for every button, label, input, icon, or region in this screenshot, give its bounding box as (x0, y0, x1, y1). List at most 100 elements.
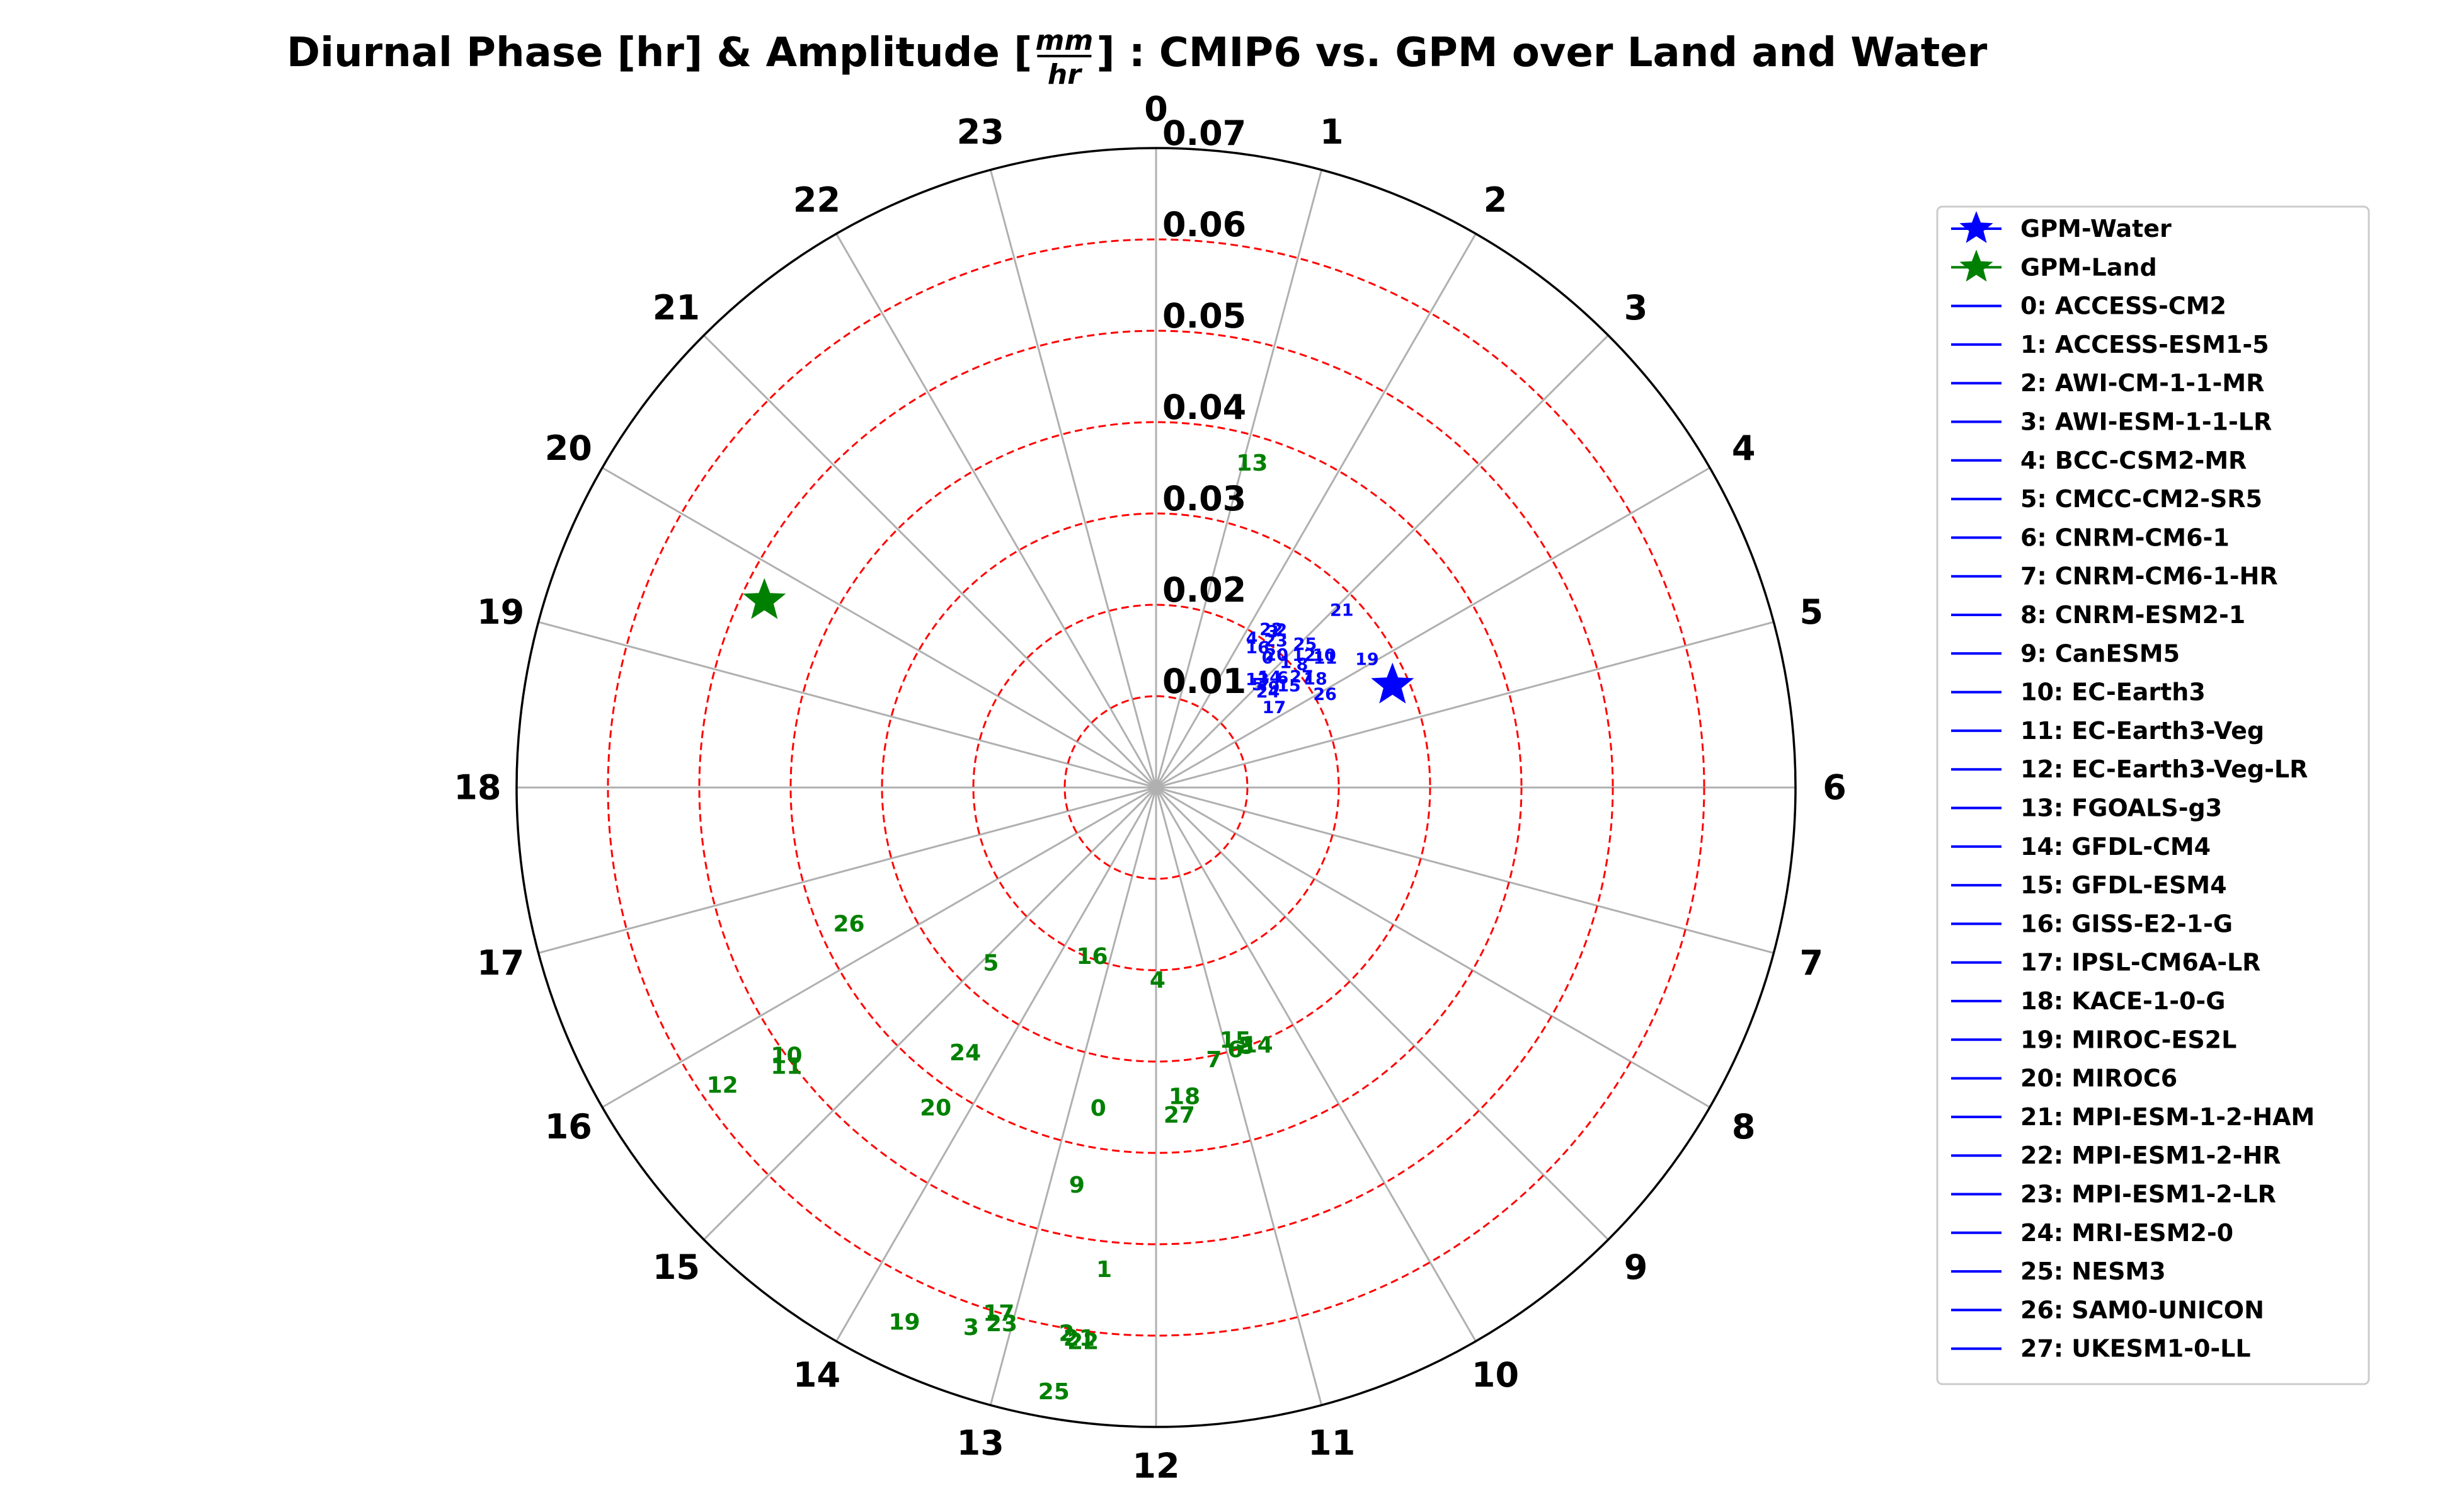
legend-entry-label: 23: MPI-ESM1-2-LR (2020, 1181, 2276, 1208)
theta-gridline (1155, 787, 1477, 1342)
data-point-label: 11 (770, 1053, 802, 1079)
data-point-label: 7 (1206, 1047, 1222, 1073)
data-point-label: 22 (1067, 1329, 1099, 1354)
theta-tick-label: 12 (1132, 1446, 1179, 1486)
data-point-label: 21 (1330, 600, 1354, 620)
data-point-label: 10 (1312, 646, 1336, 665)
data-point-label: 26 (833, 912, 864, 937)
data-point-label: 9 (1069, 1172, 1085, 1198)
legend-entry-label: 0: ACCESS-CM2 (2020, 292, 2226, 320)
data-point-label: 25 (1038, 1379, 1070, 1405)
theta-tick-label: 9 (1624, 1247, 1648, 1287)
radial-tick-label: 0.01 (1162, 662, 1246, 701)
radial-gridline (698, 329, 1614, 1246)
theta-gridline (1155, 467, 1710, 789)
legend-entry-label: 4: BCC-CSM2-MR (2020, 447, 2247, 474)
theta-gridline (1155, 786, 1710, 1108)
legend-entry-label: GPM-Land (2020, 253, 2157, 281)
data-point-label: 12 (707, 1073, 738, 1099)
theta-tick-label: 3 (1624, 288, 1648, 328)
theta-tick-label: 21 (653, 288, 700, 328)
legend-entry-label: 10: EC-Earth3 (2020, 679, 2206, 706)
legend-entry-label: 27: UKESM1-0-LL (2020, 1335, 2251, 1363)
legend-entry-label: 16: GISS-E2-1-G (2020, 910, 2233, 937)
data-point-label: 16 (1246, 638, 1269, 658)
legend-entry-label: 26: SAM0-UNICON (2020, 1296, 2264, 1324)
theta-gridline (1155, 621, 1774, 789)
data-point-label: 8 (1297, 655, 1309, 675)
theta-tick-label: 18 (454, 768, 501, 808)
theta-tick-label: 8 (1732, 1107, 1756, 1147)
legend-entry-label: 12: EC-Earth3-Veg-LR (2020, 755, 2308, 783)
radial-tick-label: 0.02 (1162, 570, 1246, 610)
theta-gridline (1155, 335, 1609, 789)
chart-legend: GPM-Water GPM-Land 0: ACCESS-CM2 1: ACCESS-… (1936, 205, 2370, 1385)
reference-star-marker (743, 578, 786, 619)
theta-gridline (1155, 787, 1323, 1406)
legend-entry-label: 25: NESM3 (2020, 1257, 2166, 1285)
data-point-label: 9 (1268, 678, 1280, 697)
legend-entry-label: 24: MRI-ESM2-0 (2020, 1219, 2233, 1247)
theta-gridline (989, 169, 1157, 788)
radial-tick-label: 0.03 (1162, 479, 1246, 518)
data-point-label: 22 (1259, 620, 1283, 639)
radial-tick-label: 0.05 (1162, 296, 1246, 336)
data-point-label: 16 (1076, 944, 1108, 970)
data-point-label: 3 (1267, 622, 1279, 642)
theta-gridline (1155, 169, 1323, 788)
data-point-label: 14 (1257, 668, 1281, 687)
data-point-label: 7 (1258, 675, 1270, 695)
theta-tick-label: 17 (477, 943, 524, 983)
radial-gridline (789, 421, 1523, 1154)
data-point-label: 27 (1290, 667, 1314, 687)
theta-tick-label: 22 (793, 180, 840, 220)
data-point-label: 19 (1355, 650, 1379, 670)
data-point-label: 13 (1246, 670, 1269, 689)
theta-tick-label: 11 (1308, 1423, 1355, 1463)
legend-entry-label: 18: KACE-1-0-G (2020, 987, 2225, 1015)
data-point-label: 23 (986, 1311, 1017, 1337)
theta-tick-label: 23 (957, 112, 1004, 152)
theta-tick-label: 10 (1472, 1355, 1519, 1395)
data-point-label: 5 (983, 951, 999, 976)
legend-entry-label: 22: MPI-ESM1-2-HR (2020, 1142, 2281, 1169)
polar-frame (515, 147, 1797, 1428)
legend-entry-label: 21: MPI-ESM-1-2-HAM (2020, 1103, 2315, 1131)
legend-entry-label: 5: CMCC-CM2-SR5 (2020, 485, 2262, 513)
data-point-label: 27 (1164, 1102, 1195, 1128)
title-unit-numerator: mm (1036, 25, 1094, 57)
legend-entry-label: 20: MIROC6 (2020, 1065, 2177, 1092)
data-point-label: 4 (1246, 629, 1258, 648)
legend-entry-label: 7: CNRM-CM6-1-HR (2020, 563, 2278, 590)
data-point-label: 0 (1091, 1096, 1106, 1121)
reference-star-marker (1371, 662, 1414, 704)
data-point-label: 25 (1293, 635, 1317, 655)
data-point-label: 18 (1169, 1084, 1200, 1109)
radial-gridline (1063, 695, 1249, 880)
legend-entry-label: 8: CNRM-ESM2-1 (2020, 601, 2245, 629)
theta-tick-label: 4 (1732, 428, 1756, 468)
radial-tick-label: 0.04 (1162, 387, 1246, 427)
theta-tick-label: 7 (1800, 943, 1824, 983)
legend-star-marker (1959, 249, 1993, 282)
theta-gridline (703, 335, 1157, 789)
theta-tick-label: 1 (1320, 112, 1344, 152)
legend-frame (1936, 205, 2370, 1385)
legend-entry-label: 11: EC-Earth3-Veg (2020, 717, 2264, 745)
data-point-label: 6 (1276, 668, 1288, 688)
theta-tick-label: 20 (545, 428, 592, 468)
data-point-label: 6 (1227, 1037, 1243, 1063)
data-point-label: 19 (889, 1309, 920, 1335)
data-point-label: 26 (1313, 685, 1337, 704)
data-point-label: 24 (949, 1040, 981, 1066)
data-point-label: 17 (983, 1300, 1014, 1326)
theta-gridline (1155, 233, 1477, 788)
theta-tick-label: 2 (1484, 180, 1508, 220)
data-point-label: 15 (1220, 1028, 1251, 1053)
radial-tick-label: 0.06 (1162, 205, 1246, 244)
polar-plot-area: 012345678910111213141516171819202122230.… (454, 89, 1846, 1486)
data-point-label: 17 (1263, 698, 1286, 718)
data-point-label: 20 (1264, 645, 1288, 665)
